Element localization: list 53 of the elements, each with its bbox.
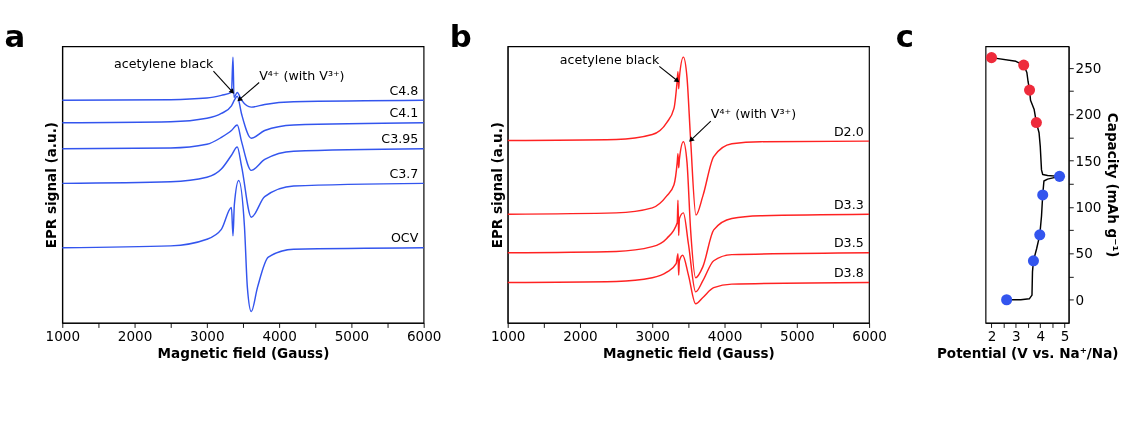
x-axis-title: Potential (V vs. Na⁺/Na) xyxy=(936,344,1119,361)
x-tick-label: 1000 xyxy=(490,327,526,344)
series-label: D3.3 xyxy=(833,196,864,212)
point xyxy=(1018,59,1030,71)
series-label: D3.5 xyxy=(833,235,864,251)
point xyxy=(1037,189,1049,201)
x-tick-label: 4000 xyxy=(707,327,743,344)
y-axis-title: EPR signal (a.u.) xyxy=(488,122,505,249)
x-tick-label: 3 xyxy=(1012,327,1021,344)
series-label: C3.95 xyxy=(381,131,419,147)
point xyxy=(1027,255,1039,267)
chart-title: c xyxy=(895,18,914,55)
x-tick-label: 6000 xyxy=(406,327,442,344)
y-tick-label: 100 xyxy=(1075,198,1102,215)
y-tick-label: 200 xyxy=(1075,106,1102,123)
point xyxy=(1024,84,1036,96)
x-tick-label: 2000 xyxy=(563,327,598,344)
annotation: V⁴⁺ (with V³⁺) xyxy=(259,67,345,83)
x-tick-label: 4000 xyxy=(262,327,297,344)
x-axis-title: Magnetic field (Gauss) xyxy=(603,344,775,361)
x-tick-label: 1000 xyxy=(45,327,81,344)
x-tick-label: 5 xyxy=(1060,327,1070,344)
annotation: acetylene black xyxy=(114,56,215,72)
point xyxy=(1054,170,1066,182)
x-tick-label: 2000 xyxy=(117,327,153,344)
x-tick-label: 5000 xyxy=(780,327,815,344)
y-axis-title: EPR signal (a.u.) xyxy=(43,122,60,249)
y-axis-title: Capacity (mAh g⁻¹) xyxy=(1104,112,1121,258)
x-tick-label: 6000 xyxy=(852,327,887,344)
series-label: C4.1 xyxy=(389,105,419,121)
x-tick-label: 5000 xyxy=(334,327,370,344)
point xyxy=(1034,229,1046,241)
chart-title: a xyxy=(4,18,26,55)
x-tick-label: 3000 xyxy=(635,327,670,344)
annotation: acetylene black xyxy=(559,51,660,67)
x-tick-label: 2 xyxy=(987,327,997,344)
y-tick-label: 150 xyxy=(1075,152,1102,169)
y-tick-label: 50 xyxy=(1075,245,1093,262)
x-tick-label: 3000 xyxy=(190,327,225,344)
annotation: V⁴⁺ (with V³⁺) xyxy=(710,106,797,122)
series-label: C3.7 xyxy=(389,165,419,181)
x-axis-title: Magnetic field (Gauss) xyxy=(157,344,330,361)
point xyxy=(985,52,998,64)
y-tick-label: 250 xyxy=(1075,59,1102,76)
series-label: D2.0 xyxy=(833,123,864,139)
point xyxy=(1030,117,1042,129)
series-label: C4.8 xyxy=(389,82,419,98)
y-tick-label: 0 xyxy=(1075,291,1085,308)
chart-title: b xyxy=(449,18,472,55)
series-label: OCV xyxy=(390,230,419,246)
x-tick-label: 4 xyxy=(1036,327,1046,344)
series-label: D3.8 xyxy=(833,265,864,281)
point xyxy=(1001,294,1013,306)
